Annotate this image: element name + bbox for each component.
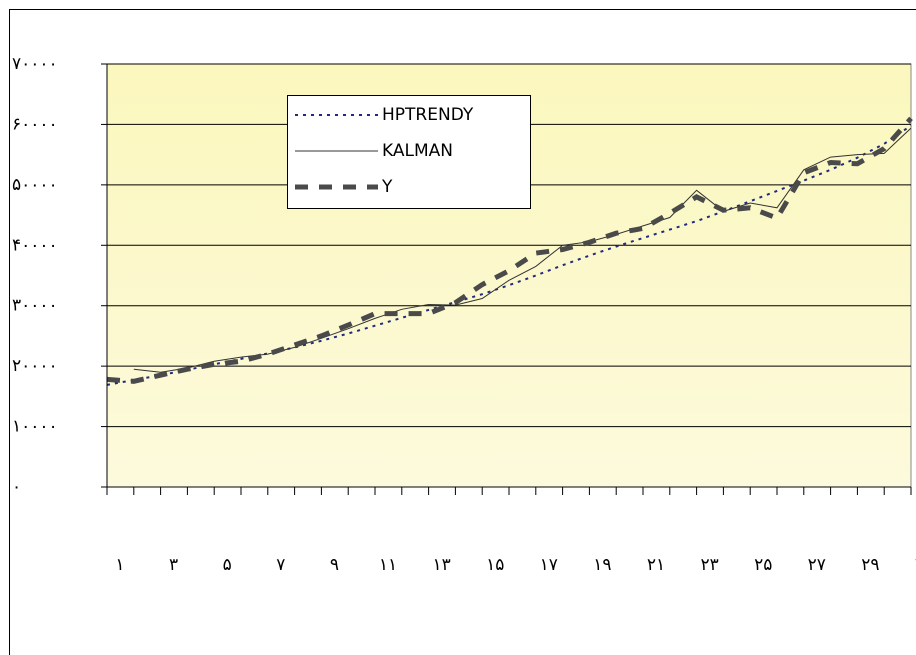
- series-line: [133, 127, 912, 373]
- x-tick-label: ۲۳: [700, 555, 718, 575]
- x-tick-label: ۱۱: [379, 555, 397, 575]
- y-tick-label: ۳۰۰۰۰: [12, 296, 58, 316]
- x-tick-label: ۱۳: [432, 555, 450, 575]
- y-tick-label: ۱۰۰۰۰: [12, 417, 58, 437]
- x-tick-label: ۱۷: [540, 555, 558, 575]
- x-tick-label: ۲۵: [754, 555, 772, 575]
- y-tick-label: ۷۰۰۰۰: [12, 54, 58, 74]
- legend-label: KALMAN: [382, 141, 453, 161]
- x-tick-label: ۱: [115, 555, 124, 575]
- legend-label: HPTRENDY: [382, 105, 474, 125]
- x-tick-label: ۵: [223, 555, 232, 575]
- y-tick-label: ۰: [12, 477, 21, 497]
- legend: HPTRENDY KALMAN Y: [287, 95, 531, 209]
- series-line: [106, 124, 912, 386]
- x-tick-label: ۱۹: [593, 555, 611, 575]
- x-tick-label: ۷: [276, 555, 285, 575]
- x-tick-label: ۹: [330, 555, 339, 575]
- x-tick-label: ۲۱: [647, 555, 665, 575]
- x-tick-label: ۲۷: [808, 555, 826, 575]
- y-tick-label: ۲۰۰۰۰: [12, 356, 58, 376]
- y-tick-label: ۶۰۰۰۰: [12, 114, 58, 134]
- y-tick-label: ۴۰۰۰۰: [12, 235, 58, 255]
- y-tick-label: ۵۰۰۰۰: [12, 175, 58, 195]
- x-tick-label: ۲۹: [861, 555, 879, 575]
- x-tick-label: ۳۱: [915, 555, 916, 575]
- legend-label: Y: [381, 177, 393, 197]
- x-tick-label: ۱۵: [486, 555, 504, 575]
- x-tick-label: ۳: [169, 555, 178, 575]
